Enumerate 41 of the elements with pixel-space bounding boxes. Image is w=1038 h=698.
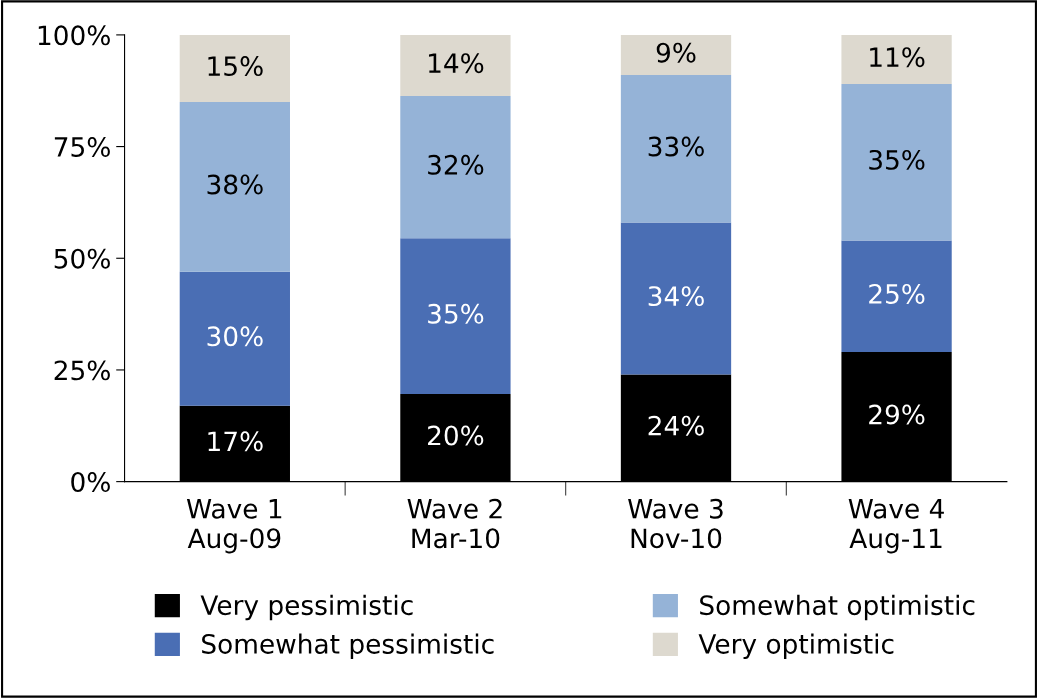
bar [400,238,511,395]
data-label: 17% [208,431,263,452]
data-label: 14% [428,53,484,74]
y-tick-label: 0% [71,472,110,493]
bar [400,96,511,239]
data-label: 35% [428,303,484,324]
x-tick-label: Wave 4 Aug-11 [848,499,944,554]
bar [400,34,511,97]
data-label: 15% [208,56,263,77]
data-label: 30% [207,326,263,347]
data-label: 11% [870,47,925,68]
y-tick-label: 25% [54,360,110,381]
data-label: 29% [869,404,925,425]
bar [620,75,732,223]
x-tick-label: Wave 3 Nov-10 [628,498,723,549]
bar [841,240,952,353]
data-label: 34% [648,286,704,307]
x-tick-label: Wave 1 Aug-09 [186,499,282,554]
y-tick-label: 100% [38,25,110,46]
legend-label: Somewhat pessimistic [202,633,494,659]
data-label: 24% [648,415,704,436]
bar [179,101,290,272]
y-tick-label: 50% [54,248,110,269]
data-label: 32% [428,154,484,175]
bar [179,34,290,102]
data-label: 33% [648,136,704,157]
data-label: 35% [869,149,925,170]
bar [179,271,290,406]
x-tick-label: Wave 2 Mar-10 [407,498,502,549]
data-label: 38% [207,174,263,195]
y-tick-label: 75% [54,137,110,157]
bar [841,34,952,85]
legend-label: Somewhat optimistic [700,594,975,621]
data-label: 20% [428,425,484,446]
bar [841,84,952,241]
legend-label: Very optimistic [698,633,894,659]
bar [620,34,732,76]
data-label: 25% [869,283,925,304]
legend-label: Very pessimistic [200,594,413,621]
bar [620,222,732,375]
data-label: 9% [656,42,696,63]
